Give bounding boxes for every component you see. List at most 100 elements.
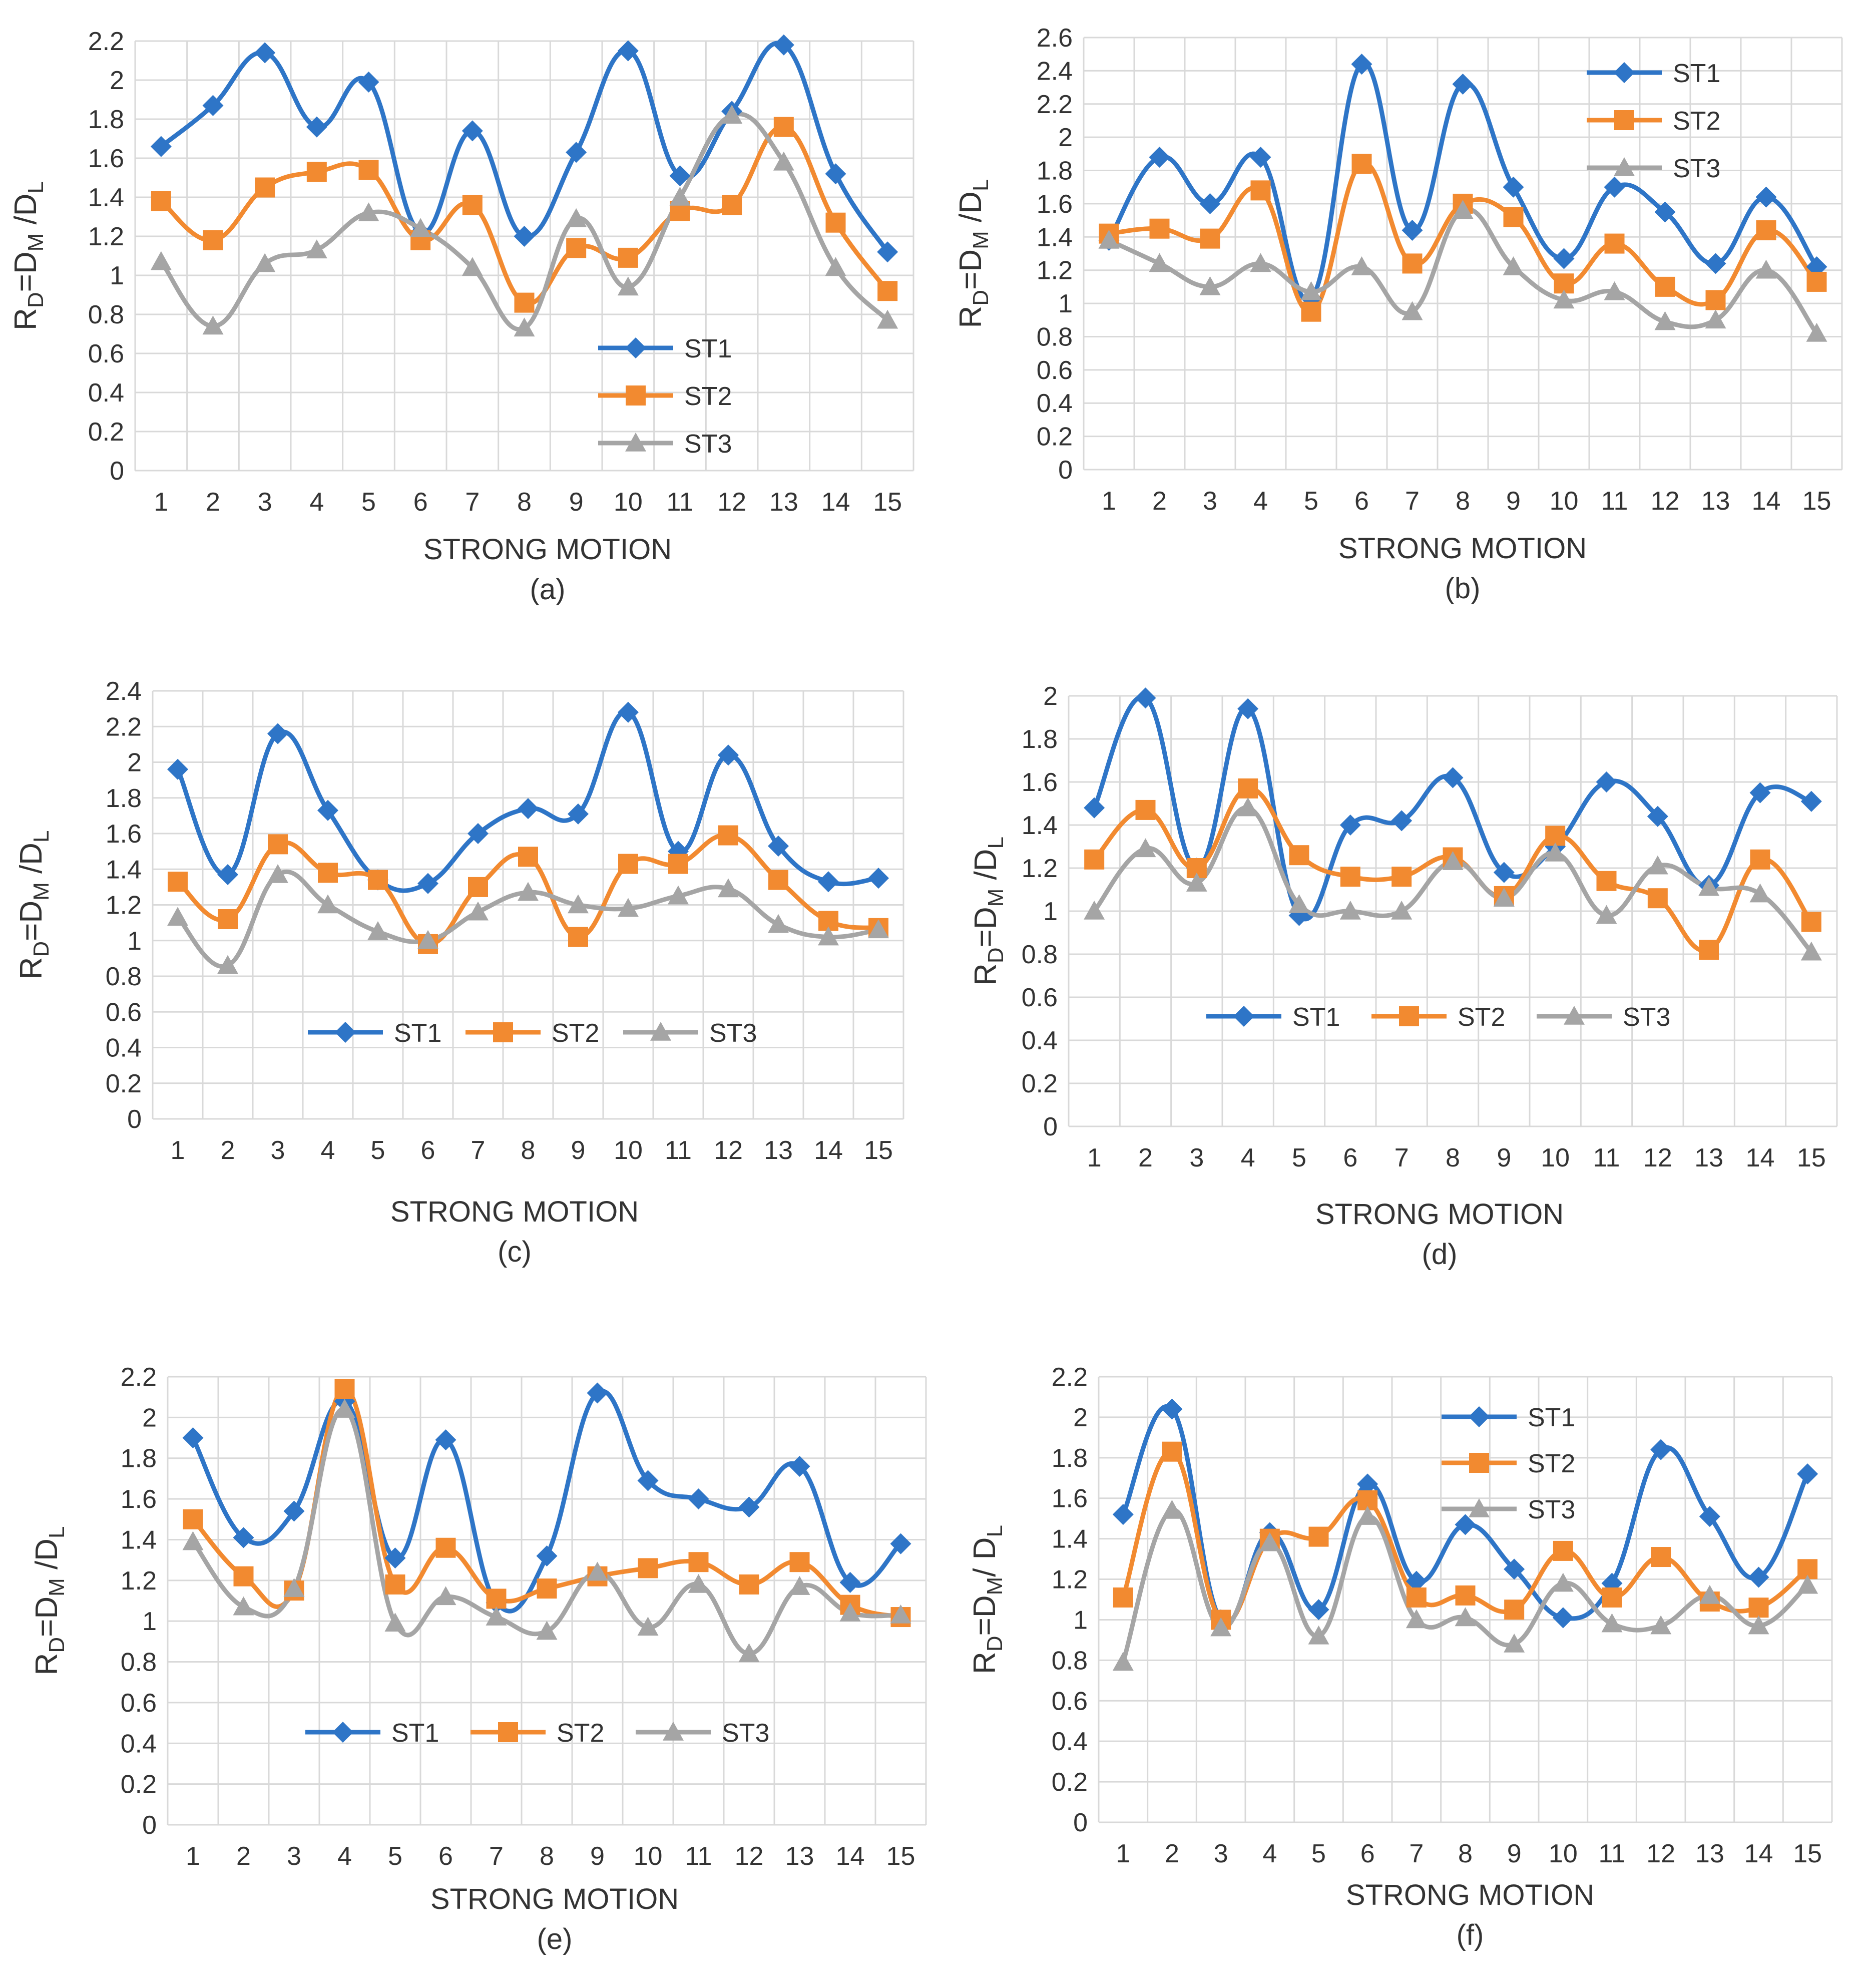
data-point-st3 xyxy=(1800,941,1822,961)
y-tick-label: 1.2 xyxy=(106,891,142,920)
y-axis-label-part: R xyxy=(30,1653,64,1676)
x-tick-label: 3 xyxy=(258,488,272,517)
data-point-st2 xyxy=(1806,271,1827,292)
y-axis-label-part: =D xyxy=(968,1595,1002,1636)
data-point-st1 xyxy=(868,868,889,889)
y-tick-label: 0 xyxy=(142,1811,157,1840)
x-tick-label: 1 xyxy=(1102,487,1116,516)
y-tick-label: 0.4 xyxy=(1037,389,1073,418)
data-point-st1 xyxy=(618,701,639,723)
data-point-st1 xyxy=(1357,1473,1378,1495)
x-tick-label: 13 xyxy=(764,1136,793,1165)
data-point-st2 xyxy=(618,854,638,874)
data-point-st3 xyxy=(182,1531,204,1550)
x-tick-label: 15 xyxy=(864,1136,893,1165)
data-point-st3 xyxy=(1647,855,1668,875)
legend-marker-st3 xyxy=(1614,157,1635,176)
y-axis-label-part: =D xyxy=(14,901,49,941)
panel-caption: (b) xyxy=(1445,572,1481,605)
data-point-st2 xyxy=(1301,301,1321,322)
x-tick-label: 6 xyxy=(1343,1143,1357,1172)
y-tick-label: 0.2 xyxy=(106,1069,142,1098)
x-tick-label: 1 xyxy=(154,488,168,517)
data-point-st2 xyxy=(1149,218,1170,239)
data-point-st3 xyxy=(668,885,689,905)
y-axis-label: RD=DM/ DL xyxy=(968,1525,1007,1674)
data-point-st3 xyxy=(1402,301,1423,320)
x-tick-label: 11 xyxy=(665,1136,692,1165)
y-tick-label: 1 xyxy=(110,261,124,290)
data-point-st1 xyxy=(825,163,846,185)
data-point-st1 xyxy=(688,1488,709,1510)
data-point-st1 xyxy=(435,1429,456,1451)
data-point-st3 xyxy=(738,1643,760,1663)
x-tick-label: 1 xyxy=(1087,1143,1102,1172)
data-point-st2 xyxy=(183,1509,203,1529)
data-point-st1 xyxy=(1504,1558,1525,1580)
data-point-st3 xyxy=(868,919,889,939)
data-point-st2 xyxy=(1801,912,1821,932)
legend-label: ST1 xyxy=(1292,1003,1340,1032)
data-point-st3 xyxy=(1806,322,1827,342)
data-point-st3 xyxy=(789,1576,810,1595)
y-tick-label: 0.4 xyxy=(1022,1026,1058,1055)
data-point-st1 xyxy=(306,116,327,138)
data-point-st1 xyxy=(1339,815,1361,836)
data-point-st3 xyxy=(721,105,743,124)
legend-marker-st1 xyxy=(332,1722,353,1743)
legend-marker-st3 xyxy=(1469,1498,1490,1517)
data-point-st2 xyxy=(1162,1441,1182,1462)
data-point-st1 xyxy=(637,1470,659,1491)
x-tick-label: 15 xyxy=(1793,1839,1822,1868)
data-point-st2 xyxy=(638,1558,658,1578)
data-point-st2 xyxy=(1655,276,1675,297)
data-point-st1 xyxy=(1452,73,1474,95)
data-point-st2 xyxy=(618,247,638,268)
x-tick-label: 6 xyxy=(413,488,428,517)
y-tick-label: 0.8 xyxy=(121,1648,157,1677)
x-axis-label: STRONG MOTION xyxy=(1346,1879,1594,1911)
data-point-st1 xyxy=(669,165,691,187)
data-point-st3 xyxy=(384,1613,406,1632)
x-tick-label: 3 xyxy=(1214,1839,1228,1868)
y-axis-label-part: =D xyxy=(30,1597,64,1637)
x-tick-label: 15 xyxy=(873,488,902,517)
data-point-st1 xyxy=(1596,771,1617,792)
data-point-st1 xyxy=(1650,1439,1672,1460)
x-tick-label: 4 xyxy=(1253,487,1268,516)
x-tick-label: 9 xyxy=(569,488,584,517)
data-point-st2 xyxy=(368,870,388,890)
legend-label: ST3 xyxy=(1623,1003,1670,1032)
y-axis-label-subscript: D xyxy=(29,941,54,957)
data-point-st2 xyxy=(514,292,535,313)
data-point-st2 xyxy=(1596,871,1617,891)
y-tick-label: 1.4 xyxy=(1052,1525,1088,1554)
y-axis-label-part: =D xyxy=(969,907,1003,947)
x-tick-label: 10 xyxy=(614,488,643,517)
data-point-st3 xyxy=(718,878,739,898)
data-point-st1 xyxy=(1553,248,1575,269)
y-axis-label-subscript: M xyxy=(969,231,993,249)
legend: ST1 ST2 ST3 xyxy=(1206,1003,1670,1032)
legend-label: ST2 xyxy=(557,1719,604,1748)
data-point-st3 xyxy=(267,864,288,883)
y-tick-label: 0.8 xyxy=(106,962,142,991)
data-point-st2 xyxy=(203,230,223,250)
data-point-st1 xyxy=(267,723,288,744)
data-point-st3 xyxy=(233,1596,254,1616)
y-axis-label: RD=DM /DL xyxy=(14,831,54,980)
legend-marker-st2 xyxy=(498,1722,518,1742)
data-point-st3 xyxy=(358,202,379,221)
x-tick-label: 7 xyxy=(1405,487,1420,516)
x-tick-label: 5 xyxy=(1311,1839,1326,1868)
x-tick-label: 1 xyxy=(186,1842,200,1871)
x-tick-label: 11 xyxy=(667,488,694,517)
panel-caption: (c) xyxy=(498,1236,532,1268)
data-point-st1 xyxy=(254,42,276,64)
y-axis-label-subscript: D xyxy=(984,947,1008,963)
data-point-st2 xyxy=(385,1574,405,1595)
data-point-st1 xyxy=(566,142,587,163)
data-point-st3 xyxy=(217,955,238,974)
x-axis-label: STRONG MOTION xyxy=(1315,1198,1564,1231)
y-axis-label-part: R xyxy=(968,1652,1002,1674)
